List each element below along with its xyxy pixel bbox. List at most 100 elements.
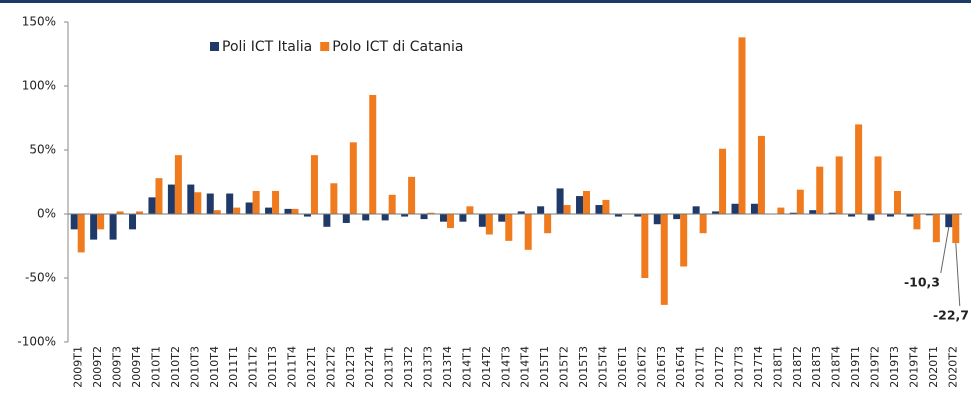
bar (226, 193, 234, 214)
bar (485, 214, 493, 235)
bar (653, 214, 661, 225)
bar (459, 214, 467, 222)
bar (925, 214, 933, 216)
bar (524, 214, 532, 250)
x-tick-label: 2013T4 (441, 346, 454, 388)
x-tick-label: 2018T3 (810, 346, 823, 388)
x-tick-label: 2019T2 (869, 346, 882, 388)
bar (187, 184, 195, 214)
bar (420, 214, 428, 220)
bar (886, 214, 894, 217)
x-tick-label: 2012T4 (363, 346, 376, 388)
x-tick-label: 2020T1 (927, 346, 940, 388)
x-tick-label: 2009T4 (130, 346, 143, 388)
y-tick-label: 50% (29, 143, 56, 157)
bar (388, 194, 396, 214)
bar (932, 214, 940, 243)
y-tick-label: 150% (22, 15, 56, 29)
bar (369, 94, 377, 214)
x-tick-label: 2013T3 (422, 346, 435, 388)
bar (952, 214, 960, 244)
x-tick-label: 2019T1 (849, 346, 862, 388)
legend-swatch (210, 42, 219, 51)
y-tick-label: -50% (25, 271, 56, 285)
x-tick-label: 2014T1 (460, 346, 473, 388)
x-tick-label: 2010T2 (169, 346, 182, 388)
bar (634, 214, 642, 217)
bar (116, 211, 124, 214)
x-tick-label: 2018T2 (791, 346, 804, 388)
x-tick-label: 2018T1 (771, 346, 784, 388)
bar (517, 211, 525, 214)
x-tick-label: 2015T3 (577, 346, 590, 388)
value-label: -22,7 (933, 308, 969, 323)
bar (109, 214, 117, 240)
bar (77, 214, 85, 253)
bar (129, 214, 137, 230)
bar (272, 190, 280, 214)
bar (401, 214, 409, 217)
x-tick-label: 2014T4 (519, 346, 532, 388)
bar (466, 206, 474, 214)
bar (136, 211, 144, 214)
x-tick-label: 2019T3 (888, 346, 901, 388)
bar (381, 214, 389, 221)
bar (738, 37, 746, 214)
bar (310, 155, 318, 214)
bar (789, 212, 797, 214)
bar (583, 190, 591, 214)
bar (362, 214, 370, 221)
bar (777, 207, 785, 214)
bar (446, 214, 454, 229)
bar (556, 188, 564, 214)
bar (439, 214, 447, 222)
bar (712, 211, 720, 214)
bar (874, 156, 882, 214)
bar (680, 214, 688, 267)
x-tick-label: 2011T2 (247, 346, 260, 388)
x-tick-label: 2019T4 (907, 346, 920, 388)
x-tick-label: 2010T4 (208, 346, 221, 388)
top-border (0, 0, 971, 3)
bar (660, 214, 668, 305)
x-tick-label: 2009T3 (111, 346, 124, 388)
bar (206, 193, 214, 214)
bar (893, 190, 901, 214)
bar (233, 207, 241, 214)
bar (563, 205, 571, 214)
bar (816, 166, 824, 214)
x-tick-label: 2020T2 (946, 346, 959, 388)
x-tick-label: 2013T1 (383, 346, 396, 388)
bar (90, 214, 98, 240)
bar (731, 203, 739, 214)
x-tick-label: 2010T3 (188, 346, 201, 388)
legend-label: Poli ICT Italia (222, 39, 312, 55)
leader-line (940, 227, 950, 274)
x-tick-label: 2017T2 (713, 346, 726, 388)
bar (213, 210, 221, 214)
x-tick-label: 2014T2 (480, 346, 493, 388)
bar (349, 142, 357, 214)
bar (245, 202, 253, 214)
bar (323, 214, 331, 227)
x-tick-label: 2015T4 (596, 346, 609, 388)
bar (576, 196, 584, 214)
bar (719, 148, 727, 214)
bar (303, 214, 311, 217)
bar (867, 214, 875, 221)
bar (342, 214, 350, 223)
x-tick-label: 2012T3 (344, 346, 357, 388)
bar (427, 212, 435, 214)
y-tick-label: 100% (22, 79, 56, 93)
bar (809, 210, 817, 214)
value-label: -10,3 (904, 275, 940, 290)
bar (750, 203, 758, 214)
bar (641, 214, 649, 278)
bar (478, 214, 486, 227)
bar (505, 214, 513, 241)
bar (796, 189, 804, 214)
bar (498, 214, 506, 222)
x-tick-label: 2009T1 (72, 346, 85, 388)
x-tick-label: 2016T1 (616, 346, 629, 388)
